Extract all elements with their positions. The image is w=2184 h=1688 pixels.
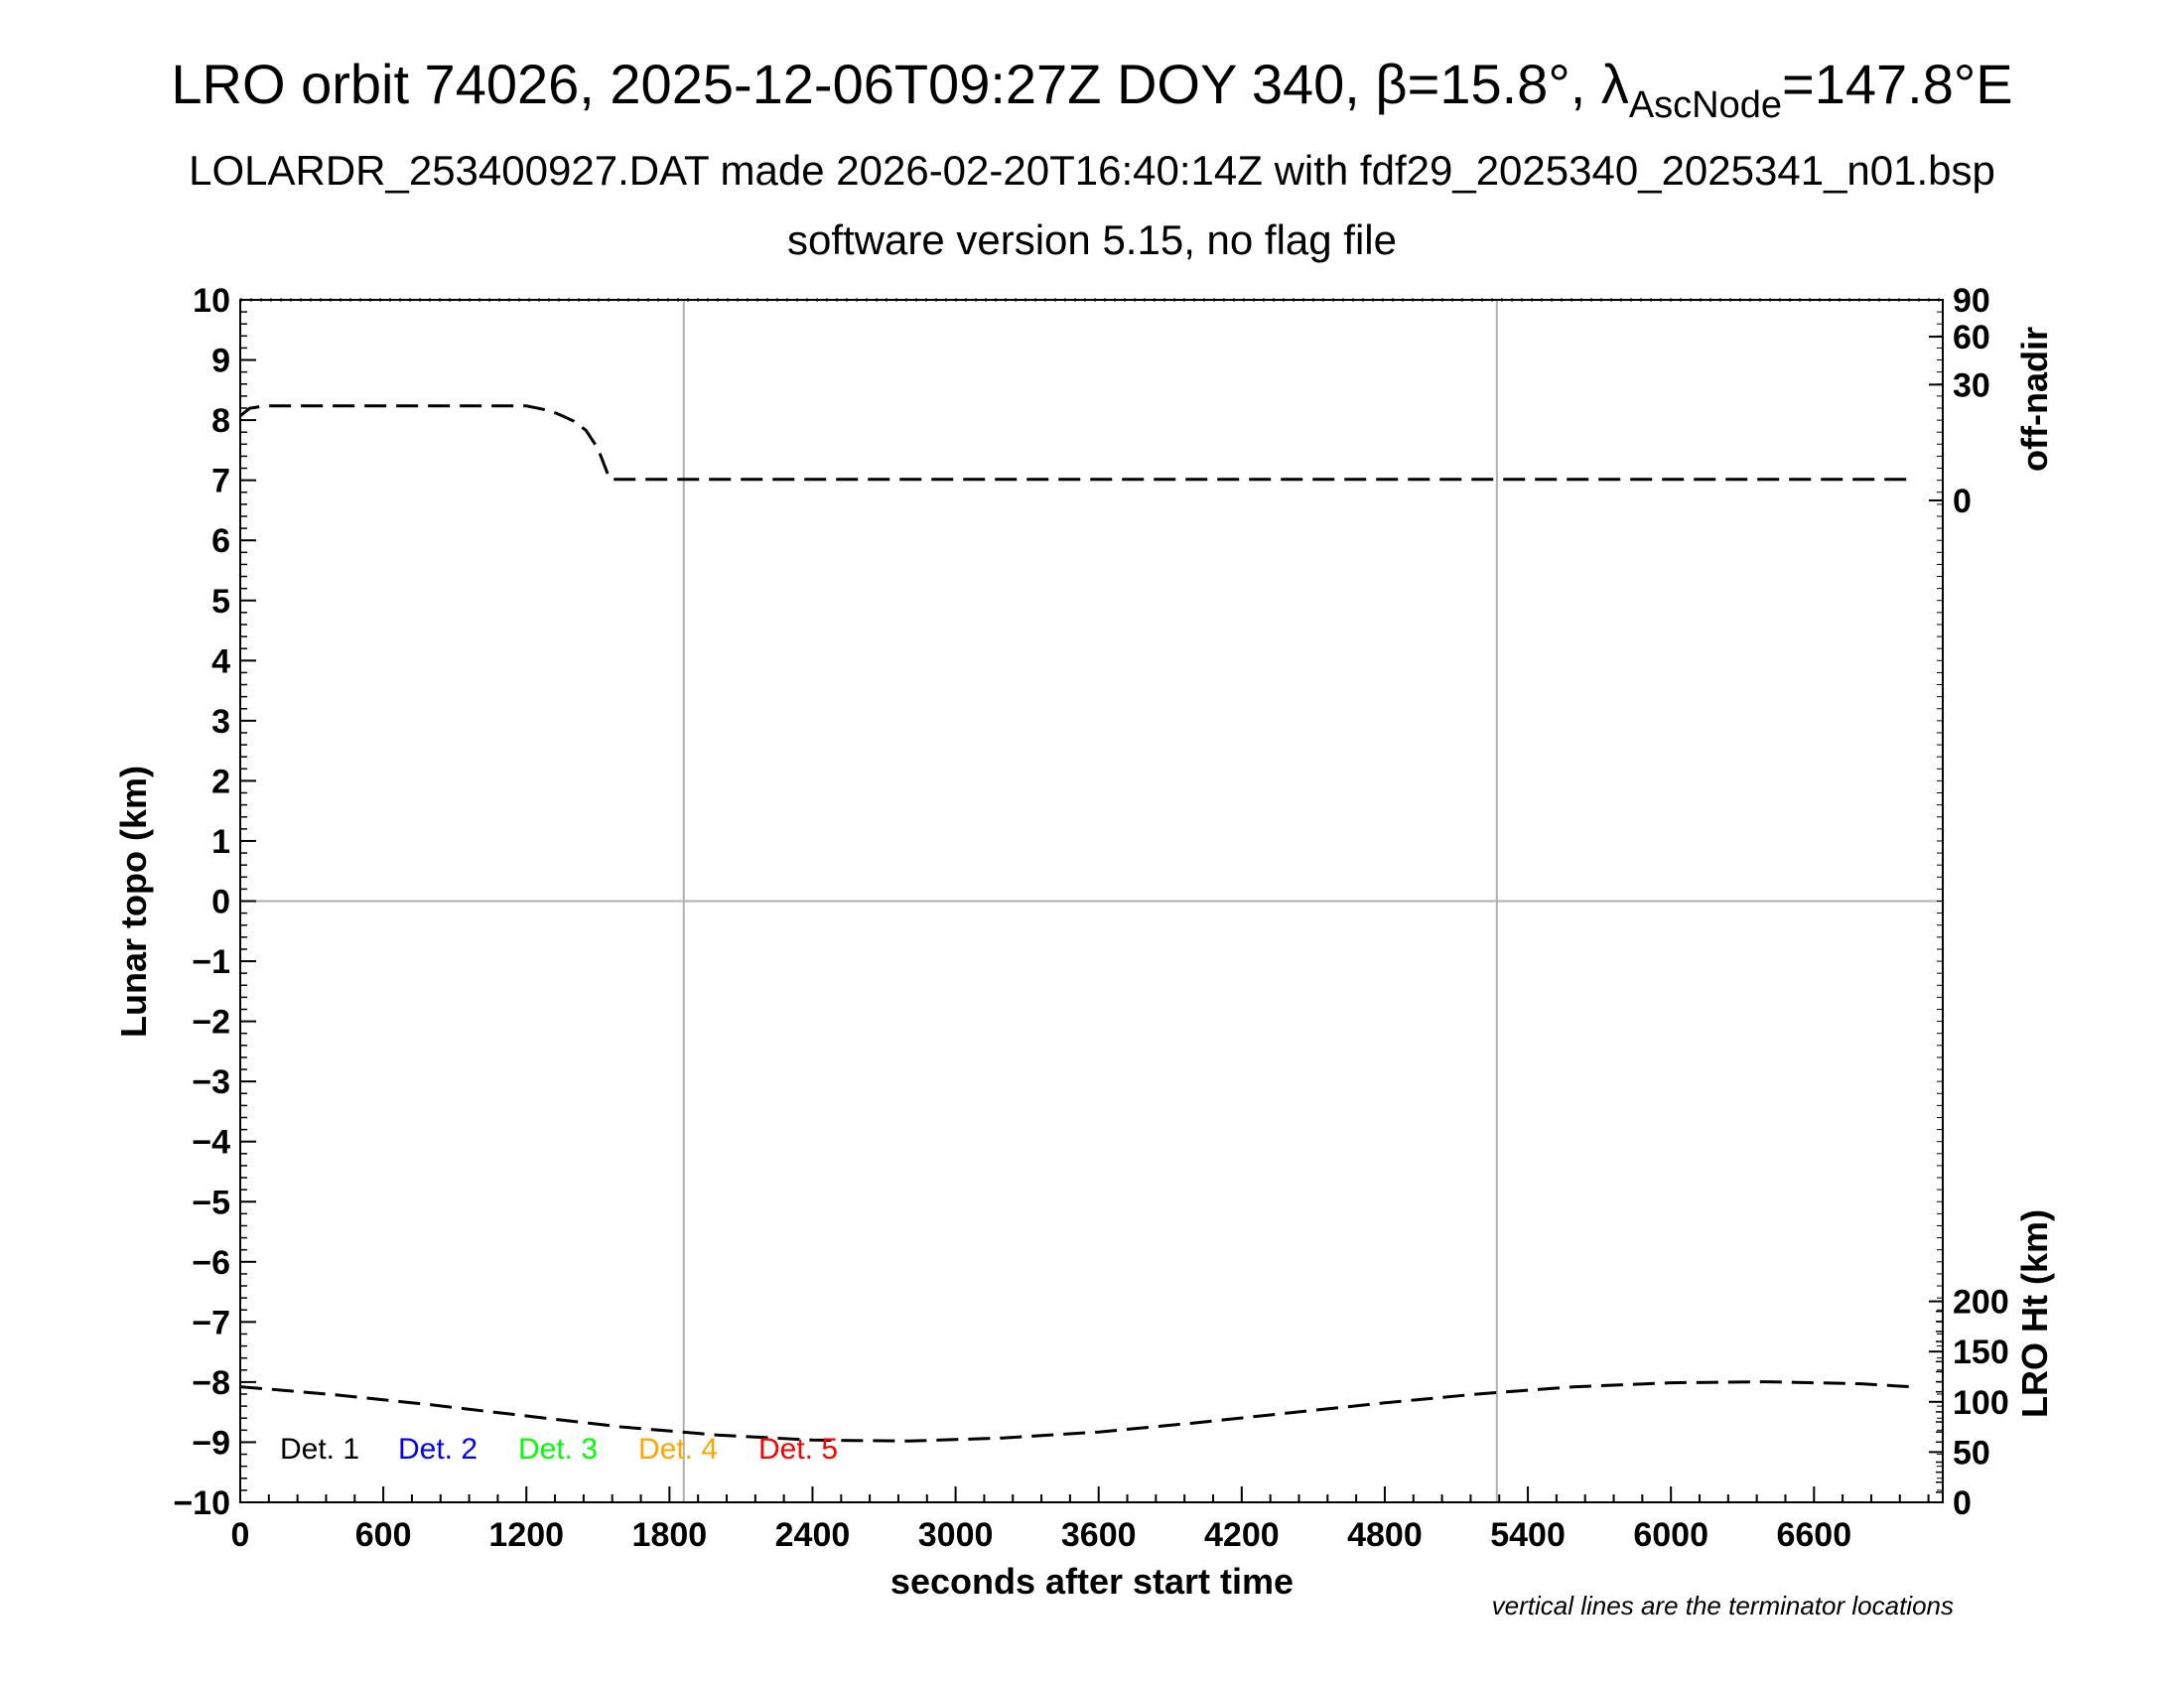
lro-ht-tick-label: 0 (1953, 1484, 1972, 1522)
terminator-note: vertical lines are the terminator locati… (1492, 1591, 1954, 1620)
grid-layer (240, 298, 1943, 1502)
off-nadir-tick-label: 0 (1953, 483, 1972, 520)
y-tick-label: 6 (211, 522, 230, 560)
y-tick-label: 1 (211, 823, 230, 861)
lro-ht-tick-label: 200 (1953, 1284, 2009, 1322)
tick-layer (239, 299, 1943, 1503)
y-tick-label: −9 (192, 1424, 230, 1462)
chart-title-tail: =147.8°E (1782, 53, 2013, 115)
x-tick-label: 2400 (775, 1516, 851, 1554)
y-tick-label: −8 (192, 1364, 230, 1402)
legend-entry-det-4: Det. 4 (638, 1433, 718, 1466)
off-nadir-tick-label: 90 (1953, 282, 1990, 320)
y-tick-label: −6 (192, 1244, 230, 1282)
x-tick-label: 3600 (1061, 1516, 1137, 1554)
chart-subtitle-2: software version 5.15, no flag file (786, 216, 1397, 263)
x-tick-label: 6000 (1633, 1516, 1708, 1554)
y-tick-label: −5 (192, 1184, 230, 1221)
y-tick-label: 5 (211, 583, 230, 621)
y-tick-label: 0 (211, 884, 230, 921)
y-tick-label: 9 (211, 343, 230, 380)
x-tick-label: 3000 (918, 1516, 994, 1554)
chart-title: LRO orbit 74026, 2025-12-06T09:27Z DOY 3… (0, 52, 2184, 127)
y-tick-label: 2 (211, 763, 230, 800)
y-tick-label: 3 (211, 703, 230, 741)
chart-subtitle: LOLARDR_253400927.DAT made 2026-02-20T16… (189, 147, 1995, 194)
y-axis-title: Lunar topo (km) (113, 766, 154, 1038)
y-tick-label: −10 (173, 1484, 230, 1522)
x-tick-label: 5400 (1490, 1516, 1566, 1554)
off-nadir-tick-label: 60 (1953, 319, 1990, 356)
off-nadir-tick-label: 30 (1953, 366, 1990, 404)
y-tick-label: −7 (192, 1304, 230, 1341)
y-tick-label: 8 (211, 402, 230, 440)
y-tick-label: −4 (192, 1124, 230, 1162)
legend-layer: Det. 1 Det. 2 Det. 3 Det. 4 Det. 5 (280, 1433, 838, 1466)
y-tick-label: 4 (211, 642, 230, 680)
label-layer: 0 600 1200 1800 2400 3000 3600 4200 4800 5400 6000… (173, 282, 2008, 1554)
lro-height-series-line (239, 1380, 1910, 1443)
x-tick-label: 6600 (1776, 1516, 1851, 1554)
lro-ht-axis-title: LRO Ht (km) (2014, 1209, 2055, 1418)
legend-entry-det-3: Det. 3 (518, 1433, 598, 1466)
x-axis-title: seconds after start time (890, 1561, 1294, 1602)
x-tick-label: 1200 (488, 1516, 564, 1554)
chart-title-main: LRO orbit 74026, 2025-12-06T09:27Z DOY 3… (171, 53, 1629, 115)
x-tick-label: 0 (231, 1516, 250, 1554)
y-tick-label: −2 (192, 1004, 230, 1042)
y-tick-label: −3 (192, 1063, 230, 1101)
off-nadir-axis-title: off-nadir (2014, 327, 2055, 472)
series-layer (239, 404, 1910, 1443)
x-tick-label: 4800 (1347, 1516, 1423, 1554)
chart-title-subscript: AscNode (1628, 84, 1783, 126)
off-nadir-series-line (239, 404, 1910, 482)
legend-entry-det-2: Det. 2 (398, 1433, 478, 1466)
lro-ht-tick-label: 100 (1953, 1384, 2009, 1422)
y-tick-label: −1 (192, 943, 230, 981)
legend-entry-det-1: Det. 1 (280, 1433, 359, 1466)
x-tick-label: 1800 (632, 1516, 708, 1554)
legend-entry-det-5: Det. 5 (758, 1433, 838, 1466)
x-tick-label: 600 (355, 1516, 412, 1554)
lro-ht-tick-label: 50 (1953, 1434, 1990, 1472)
x-tick-label: 4200 (1204, 1516, 1280, 1554)
lro-ht-tick-label: 150 (1953, 1334, 2009, 1371)
y-tick-label: 10 (193, 282, 230, 320)
y-tick-label: 7 (211, 463, 230, 500)
